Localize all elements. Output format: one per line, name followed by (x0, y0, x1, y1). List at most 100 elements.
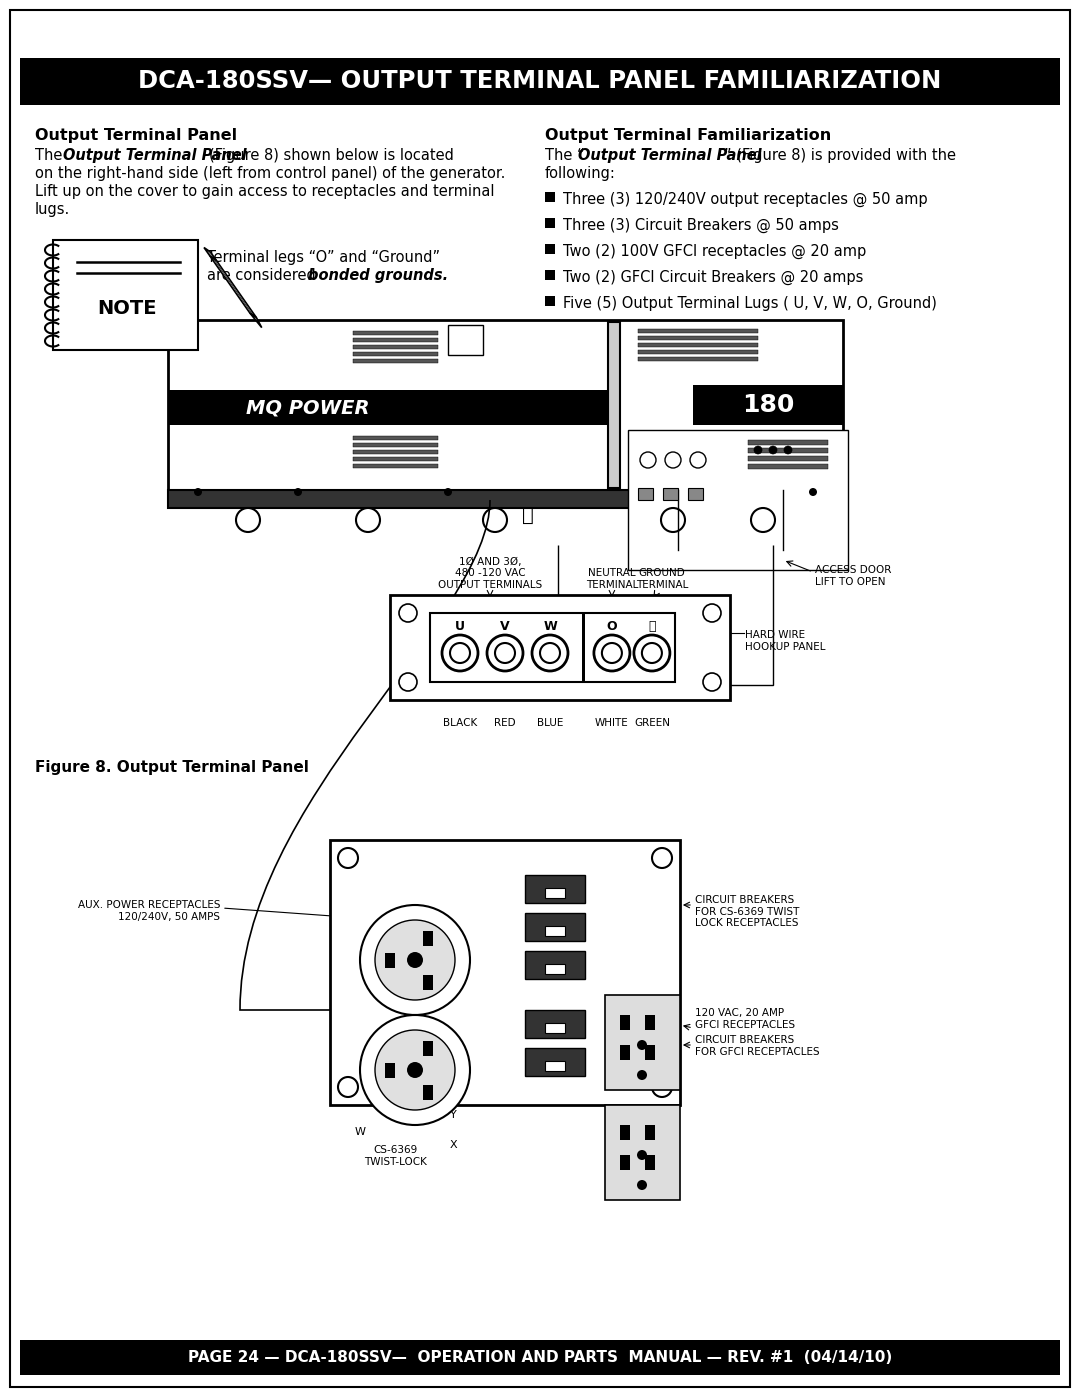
Text: W: W (543, 620, 557, 633)
Circle shape (637, 1039, 647, 1051)
Text: X: X (450, 1140, 458, 1150)
Circle shape (495, 643, 515, 664)
Text: RED: RED (495, 718, 516, 728)
Bar (748, 455, 828, 461)
Circle shape (751, 509, 775, 532)
Text: Y: Y (450, 1111, 457, 1120)
Polygon shape (249, 313, 261, 328)
Bar (638, 358, 758, 360)
Circle shape (634, 636, 670, 671)
Bar (353, 345, 438, 349)
Circle shape (237, 509, 260, 532)
Bar (422, 1041, 432, 1056)
Text: Five (5) Output Terminal Lugs ( U, V, W, O, Ground): Five (5) Output Terminal Lugs ( U, V, W,… (563, 296, 936, 312)
Bar (168, 390, 608, 425)
Bar (168, 490, 843, 509)
Text: HARD WIRE
HOOKUP PANEL: HARD WIRE HOOKUP PANEL (745, 630, 825, 651)
Polygon shape (210, 256, 256, 317)
Circle shape (637, 1180, 647, 1190)
Text: Two (2) GFCI Circuit Breakers @ 20 amps: Two (2) GFCI Circuit Breakers @ 20 amps (563, 270, 863, 285)
Bar (353, 352, 438, 356)
Text: ACCESS DOOR
LIFT TO OPEN: ACCESS DOOR LIFT TO OPEN (815, 564, 891, 587)
Text: WHITE: WHITE (595, 718, 629, 728)
Bar (582, 613, 585, 682)
Bar (545, 218, 555, 228)
Circle shape (652, 848, 672, 868)
Circle shape (407, 1062, 423, 1078)
Circle shape (360, 1016, 470, 1125)
Bar (168, 320, 843, 490)
Bar (545, 296, 555, 306)
Text: CIRCUIT BREAKERS
FOR GFCI RECEPTACLES: CIRCUIT BREAKERS FOR GFCI RECEPTACLES (696, 1035, 820, 1056)
Text: ⏚: ⏚ (648, 620, 656, 633)
Bar (353, 450, 438, 454)
Text: Output Terminal Panel: Output Terminal Panel (63, 148, 246, 163)
Circle shape (594, 636, 630, 671)
Bar (645, 1155, 654, 1171)
Bar (353, 338, 438, 342)
Bar (422, 975, 432, 989)
Text: V: V (500, 620, 510, 633)
Bar (545, 926, 565, 936)
Circle shape (483, 509, 507, 532)
Text: Terminal legs “O” and “Ground”: Terminal legs “O” and “Ground” (207, 250, 441, 265)
Text: NEUTRAL
TERMINAL: NEUTRAL TERMINAL (585, 569, 638, 590)
Bar (353, 331, 438, 335)
Bar (545, 1023, 565, 1032)
Circle shape (754, 446, 762, 454)
Bar (663, 488, 678, 500)
Bar (353, 457, 438, 461)
Bar (645, 1125, 654, 1140)
Text: Lift up on the cover to gain access to receptacles and terminal: Lift up on the cover to gain access to r… (35, 184, 495, 198)
Bar (525, 1048, 585, 1076)
Bar (748, 440, 828, 446)
Bar (448, 326, 483, 355)
Bar (422, 932, 432, 946)
Bar (605, 1105, 680, 1200)
Text: BLACK: BLACK (443, 718, 477, 728)
Text: are considered: are considered (207, 268, 321, 284)
Bar (525, 951, 585, 979)
Text: The: The (35, 148, 67, 163)
Bar (693, 386, 843, 425)
Text: GREEN: GREEN (634, 718, 670, 728)
Circle shape (640, 453, 656, 468)
Circle shape (769, 446, 777, 454)
Bar (620, 1045, 630, 1060)
Text: Three (3) Circuit Breakers @ 50 amps: Three (3) Circuit Breakers @ 50 amps (563, 218, 839, 233)
Text: GROUND
TERMINAL: GROUND TERMINAL (636, 569, 688, 590)
Text: bonded grounds.: bonded grounds. (308, 268, 448, 284)
Bar (545, 888, 565, 898)
Bar (422, 1084, 432, 1099)
Circle shape (690, 453, 706, 468)
Circle shape (703, 673, 721, 692)
Bar (21, 59, 1059, 105)
Bar (384, 1063, 395, 1078)
Bar (605, 995, 680, 1090)
Circle shape (399, 604, 417, 622)
Bar (638, 488, 653, 500)
Circle shape (661, 509, 685, 532)
Circle shape (444, 488, 453, 496)
Polygon shape (204, 247, 216, 260)
Circle shape (784, 446, 792, 454)
Bar (545, 191, 555, 203)
Text: Two (2) 100V GFCI receptacles @ 20 amp: Two (2) 100V GFCI receptacles @ 20 amp (563, 244, 866, 260)
Circle shape (356, 509, 380, 532)
Text: NOTE: NOTE (97, 299, 157, 317)
Text: following:: following: (545, 166, 616, 182)
Text: The “: The “ (545, 148, 584, 163)
Circle shape (338, 1077, 357, 1097)
Text: CIRCUIT BREAKERS
FOR CS-6369 TWIST
LOCK RECEPTACLES: CIRCUIT BREAKERS FOR CS-6369 TWIST LOCK … (696, 895, 799, 928)
Bar (545, 244, 555, 254)
Bar (638, 344, 758, 346)
Bar (353, 464, 438, 468)
Circle shape (602, 643, 622, 664)
Text: AUX. POWER RECEPTACLES
120/240V, 50 AMPS: AUX. POWER RECEPTACLES 120/240V, 50 AMPS (78, 900, 220, 922)
Bar (620, 1155, 630, 1171)
Bar (353, 436, 438, 440)
Bar (608, 321, 620, 488)
Text: lugs.: lugs. (35, 203, 70, 217)
Circle shape (407, 951, 423, 968)
Circle shape (194, 488, 202, 496)
